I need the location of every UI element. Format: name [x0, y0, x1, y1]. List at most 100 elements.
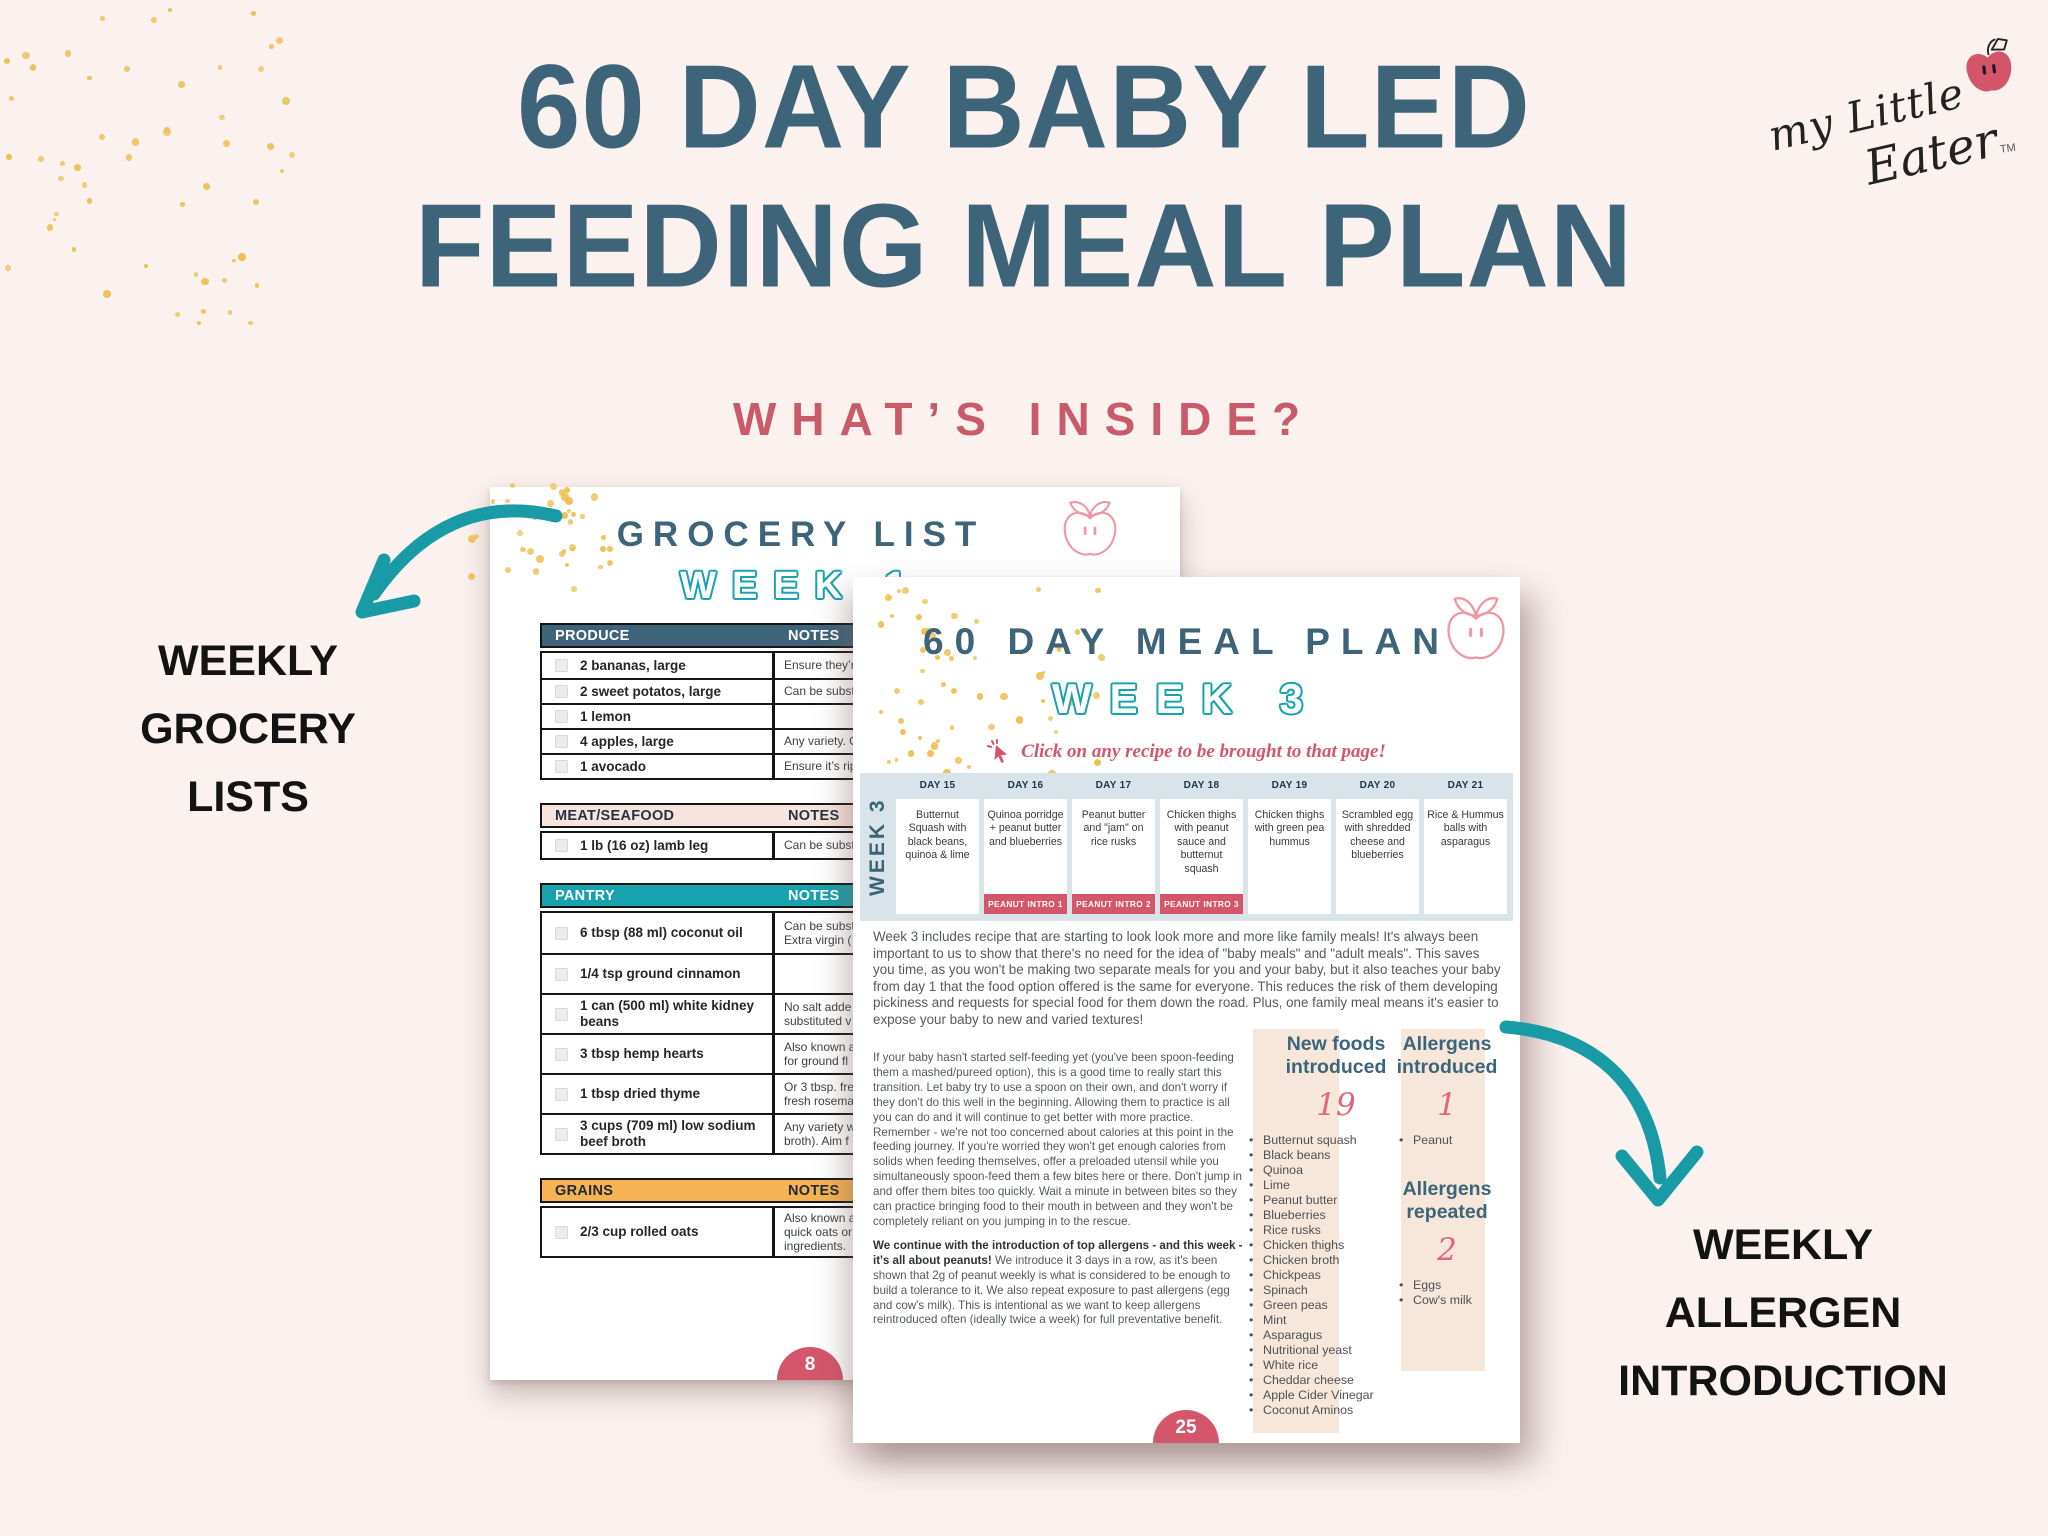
item-cell: 1/4 tsp ground cinnamon	[542, 955, 775, 993]
apple-outline-icon	[1438, 585, 1514, 669]
checkbox[interactable]	[555, 685, 568, 698]
peanut-intro-badge: PEANUT INTRO 2	[1072, 894, 1155, 914]
decor-dot	[900, 729, 906, 735]
decor-dot	[248, 321, 253, 326]
list-item-new-food: Nutritional yeast	[1249, 1343, 1425, 1358]
meal-recipe-cell[interactable]: Scrambled egg with shredded cheese and b…	[1336, 799, 1419, 914]
label-weekly-allergen-introduction: WEEKLY ALLERGEN INTRODUCTION	[1578, 1212, 1988, 1416]
meal-recipe-cell[interactable]: Quinoa porridge + peanut butter and blue…	[984, 799, 1067, 895]
decor-dot	[510, 483, 515, 488]
meal-plan-title: 60 DAY MEAL PLAN	[853, 621, 1520, 663]
decor-dot	[950, 725, 955, 730]
page-title-line2: FEEDING MEAL PLAN	[0, 174, 2048, 319]
allergens-repeated-list: EggsCow's milk	[1399, 1278, 1509, 1308]
allergens-introduced-heading: Allergens introduced	[1385, 1033, 1509, 1079]
decor-dot	[505, 499, 509, 503]
intro-paragraph: Week 3 includes recipe that are starting…	[873, 929, 1503, 1029]
checkbox[interactable]	[555, 1128, 568, 1141]
day-label: DAY 20	[1336, 780, 1419, 794]
decor-dot	[564, 487, 570, 493]
week-side-label: WEEK 3	[862, 773, 894, 921]
section-title: MEAT/SEAFOOD	[542, 808, 775, 824]
item-label: 1 lemon	[578, 706, 633, 728]
decor-dot	[468, 573, 475, 580]
day-label: DAY 17	[1072, 780, 1155, 794]
arrow-to-allergen-label	[1506, 1027, 1697, 1200]
label-line: WEEKLY	[98, 628, 398, 696]
day-column: DAY 21 Rice & Hummus balls with asparagus	[1424, 780, 1507, 914]
grocery-page-number: 8	[777, 1347, 843, 1380]
checkbox[interactable]	[555, 1226, 568, 1239]
label-line: WEEKLY	[1578, 1212, 1988, 1280]
checkbox[interactable]	[555, 710, 568, 723]
section-title: PANTRY	[542, 888, 775, 904]
decor-dot	[491, 499, 495, 503]
day-column: DAY 18 Chicken thighs with peanut sauce a…	[1160, 780, 1243, 914]
self-feeding-paragraph: If your baby hasn't started self-feeding…	[873, 1051, 1245, 1230]
item-cell: 3 tbsp hemp hearts	[542, 1035, 775, 1073]
item-label: 1 avocado	[578, 756, 648, 778]
item-label: 1 can (500 ml) white kidney beans	[578, 995, 772, 1032]
checkbox[interactable]	[555, 968, 568, 981]
day-column: DAY 17 Peanut butter and "jam" on rice ru…	[1072, 780, 1155, 914]
checkbox[interactable]	[555, 735, 568, 748]
item-cell: 1 tbsp dried thyme	[542, 1075, 775, 1113]
list-item-allergen-repeated: Cow's milk	[1399, 1293, 1509, 1308]
item-cell: 1 lemon	[542, 705, 775, 728]
page-title-line1: 60 DAY BABY LED	[0, 35, 2048, 180]
meal-recipe-cell[interactable]: Rice & Hummus balls with asparagus	[1424, 799, 1507, 914]
checkbox[interactable]	[555, 927, 568, 940]
allergens-repeated-heading: Allergens repeated	[1385, 1178, 1509, 1224]
list-item-new-food: Asparagus	[1249, 1328, 1425, 1343]
meal-recipe-cell[interactable]: Butternut Squash with black beans, quino…	[896, 799, 979, 914]
trademark-symbol: TM	[1999, 142, 2016, 156]
decor-dot	[151, 17, 157, 23]
item-label: 1 tbsp dried thyme	[578, 1083, 702, 1105]
item-label: 6 tbsp (88 ml) coconut oil	[578, 922, 745, 944]
list-item-new-food: Black beans	[1249, 1148, 1425, 1163]
decor-dot	[468, 535, 476, 543]
checkbox[interactable]	[555, 839, 568, 852]
list-item-new-food: Quinoa	[1249, 1163, 1425, 1178]
list-item-allergen-repeated: Eggs	[1399, 1278, 1509, 1293]
meal-recipe-cell[interactable]: Chicken thighs with green pea hummus	[1248, 799, 1331, 914]
notes-column-header: NOTES	[775, 628, 839, 644]
meal-recipe-cell[interactable]: Chicken thighs with peanut sauce and but…	[1160, 799, 1243, 895]
list-item-new-food: Apple Cider Vinegar	[1249, 1388, 1425, 1403]
decor-dot	[565, 497, 573, 505]
meal-plan-page: 60 DAY MEAL PLAN WEEK 3 Click on any rec…	[853, 577, 1520, 1443]
day-column: DAY 19 Chicken thighs with green pea humm…	[1248, 780, 1331, 914]
decor-dot	[561, 493, 568, 500]
decor-dot	[916, 614, 922, 620]
decor-dot	[988, 724, 994, 730]
checkbox[interactable]	[555, 760, 568, 773]
item-label: 3 tbsp hemp hearts	[578, 1043, 706, 1065]
decor-dot	[197, 321, 202, 326]
allergens-repeated-count: 2	[1385, 1232, 1509, 1268]
page-title: 60 DAY BABY LED FEEDING MEAL PLAN	[0, 38, 2048, 316]
item-label: 2 sweet potatos, large	[578, 681, 723, 703]
meal-recipe-cell[interactable]: Peanut butter and "jam" on rice rusks	[1072, 799, 1155, 895]
day-label: DAY 15	[896, 780, 979, 794]
list-item-new-food: Mint	[1249, 1313, 1425, 1328]
allergens-introduced-list: Peanut	[1399, 1133, 1509, 1148]
decor-dot	[100, 16, 105, 21]
checkbox[interactable]	[555, 1048, 568, 1061]
list-item-new-food: White rice	[1249, 1358, 1425, 1373]
checkbox[interactable]	[555, 1088, 568, 1101]
item-label: 4 apples, large	[578, 731, 676, 753]
decor-dot	[567, 509, 571, 513]
decor-dot	[536, 555, 544, 563]
decor-dot	[902, 587, 909, 594]
item-cell: 2 bananas, large	[542, 653, 775, 678]
decor-dot	[251, 11, 256, 16]
peanut-intro-badge: PEANUT INTRO 3	[1160, 894, 1243, 914]
checkbox[interactable]	[555, 1008, 568, 1021]
list-item-new-food: Cheddar cheese	[1249, 1373, 1425, 1388]
list-item-new-food: Coconut Aminos	[1249, 1403, 1425, 1418]
body-text-column: If your baby hasn't started self-feeding…	[873, 1051, 1245, 1328]
checkbox[interactable]	[555, 659, 568, 672]
subtitle: WHAT’S INSIDE?	[0, 392, 2048, 446]
item-label: 1 lb (16 oz) lamb leg	[578, 835, 710, 857]
section-title: GRAINS	[542, 1183, 775, 1199]
